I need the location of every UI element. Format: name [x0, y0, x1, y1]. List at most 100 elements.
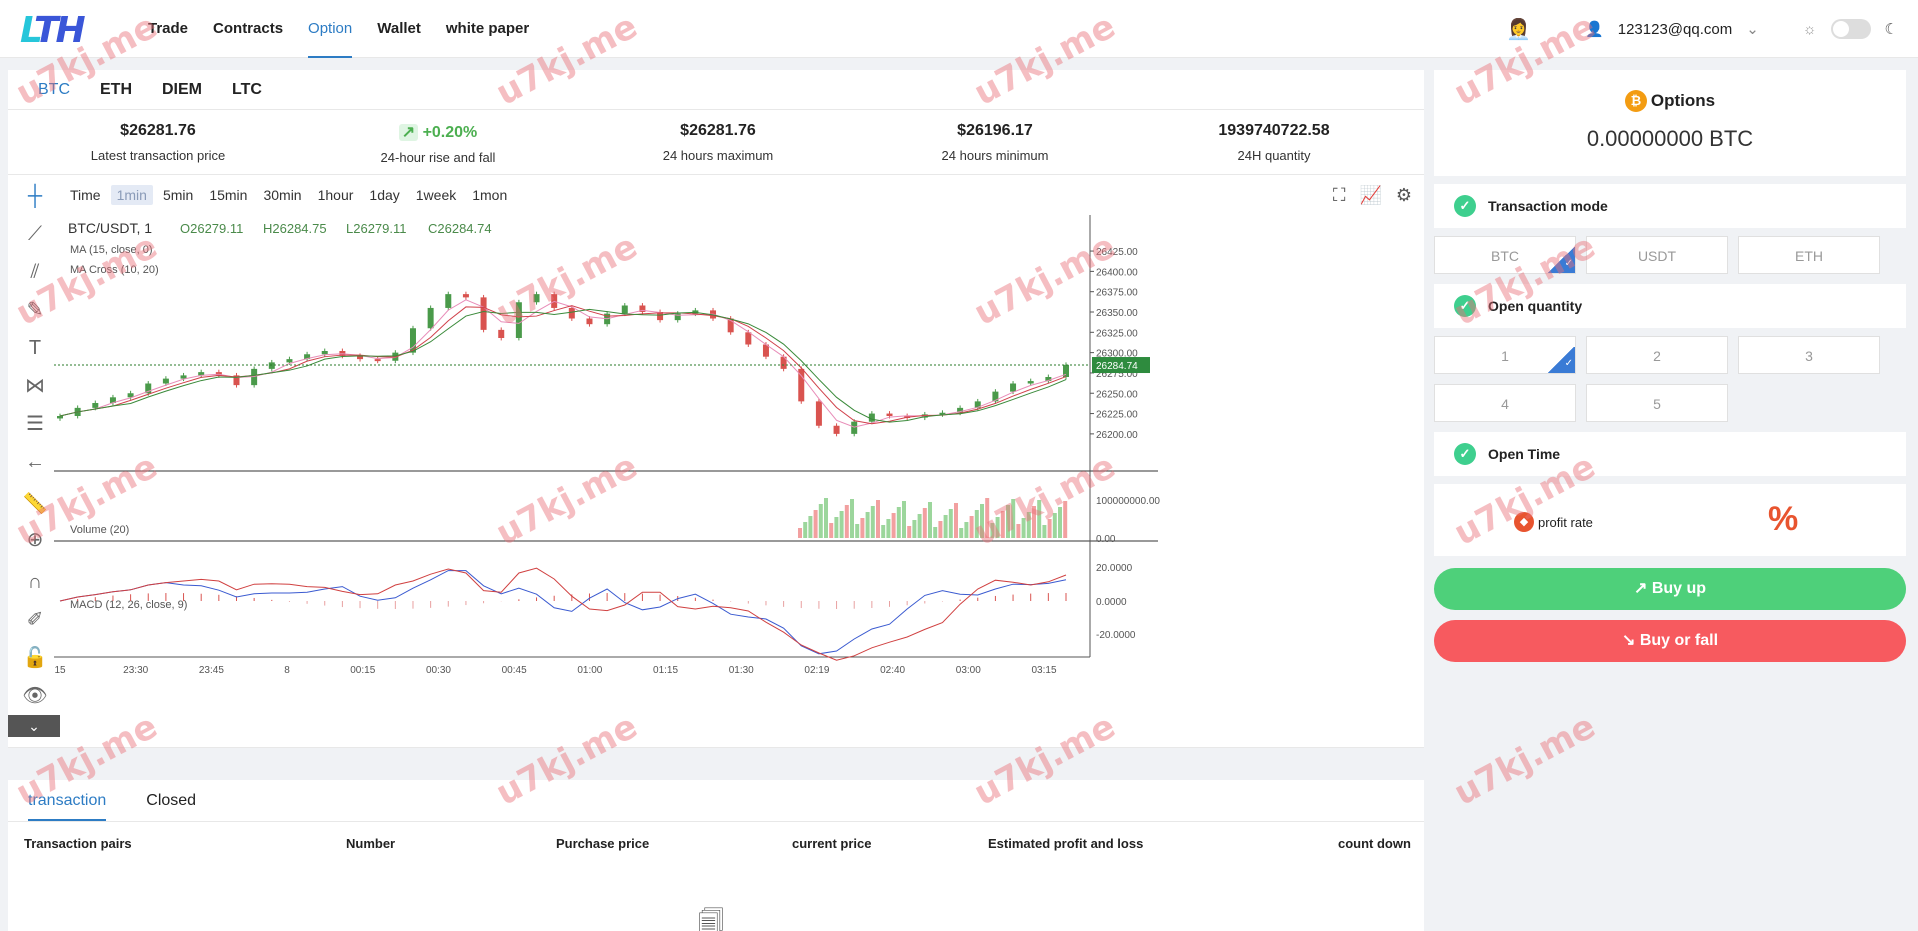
- tf-1week[interactable]: 1week: [415, 187, 457, 203]
- candle: [1045, 377, 1052, 382]
- quantity-2[interactable]: 2: [1586, 336, 1728, 374]
- quantity-5[interactable]: 5: [1586, 384, 1728, 422]
- current-price-label: 26284.74: [1096, 361, 1138, 372]
- quantity-3[interactable]: 3: [1738, 336, 1880, 374]
- nav-white-paper[interactable]: white paper: [445, 20, 530, 37]
- tf-30min[interactable]: 30min: [263, 187, 302, 203]
- gear-icon[interactable]: ⚙: [1395, 185, 1412, 205]
- candle: [727, 318, 734, 333]
- buy-fall-button[interactable]: ↘ Buy or fall: [1434, 620, 1906, 662]
- ruler-icon[interactable]: 📏: [22, 493, 48, 515]
- volume-bar: [969, 516, 974, 538]
- pattern-icon[interactable]: ⋈: [25, 375, 45, 397]
- price-tick-label: 26350.00: [1096, 308, 1138, 319]
- volume-bar: [964, 522, 969, 538]
- buy-up-button[interactable]: ↗ Buy up: [1434, 568, 1906, 610]
- coin-tabs: BTC ETH DIEM LTC: [8, 70, 1424, 110]
- nav-option[interactable]: Option: [308, 0, 353, 58]
- timeframe-bar: Time 1min 5min 15min 30min 1hour 1day 1w…: [64, 175, 513, 215]
- chevron-down-icon[interactable]: ⌄: [1746, 21, 1759, 38]
- quantity-1[interactable]: 1: [1434, 336, 1576, 374]
- time-tick-label: 03:15: [1031, 665, 1056, 676]
- tf-5min[interactable]: 5min: [162, 187, 194, 203]
- collapse-toolbar-icon[interactable]: ⌄: [8, 715, 60, 737]
- bitcoin-icon: ₿: [1624, 90, 1647, 112]
- theme-toggle[interactable]: [1830, 19, 1871, 39]
- brush-icon[interactable]: ✎: [26, 299, 44, 321]
- mode-btc[interactable]: BTC: [1434, 236, 1576, 274]
- eye-icon[interactable]: 👁: [22, 685, 48, 707]
- top-header: LTH Trade Contracts Option Wallet white …: [0, 0, 1918, 58]
- candle: [833, 425, 840, 434]
- col-current-price: current price: [792, 836, 872, 851]
- support-avatar-icon[interactable]: 👩‍💼: [1506, 18, 1532, 41]
- candle: [498, 329, 505, 338]
- logo[interactable]: LTH: [20, 10, 86, 51]
- tf-1min[interactable]: 1min: [110, 185, 153, 205]
- candle: [57, 416, 63, 419]
- volume-bar: [1042, 525, 1047, 538]
- volume-bar: [1032, 506, 1036, 538]
- lock-draw-icon[interactable]: ✐: [26, 609, 44, 631]
- profit-rate-value: %: [1768, 500, 1799, 538]
- magnet-icon[interactable]: ∩: [27, 571, 43, 593]
- buy-up-label: Buy up: [1651, 580, 1707, 597]
- section-label: Open quantity: [1488, 298, 1583, 314]
- coin-tab-eth[interactable]: ETH: [100, 80, 132, 98]
- nav-wallet[interactable]: Wallet: [377, 20, 421, 37]
- moon-icon: ☾: [1884, 21, 1898, 38]
- candle: [180, 375, 187, 379]
- indicators-icon[interactable]: 📈: [1359, 185, 1382, 205]
- open-time-header: ✓ Open Time: [1434, 432, 1906, 476]
- price-chart[interactable]: BTC/USDT, 1 O26279.11 H26284.75 L26279.1…: [8, 215, 1424, 747]
- fib-icon[interactable]: ⫽: [30, 261, 40, 283]
- watermark-text: u7kj.me: [1447, 706, 1602, 814]
- trend-up-icon: ↗: [398, 124, 419, 141]
- text-icon[interactable]: T: [28, 337, 42, 359]
- nav-trade[interactable]: Trade: [148, 20, 189, 37]
- chart-down-icon: ↘: [1621, 632, 1636, 649]
- candle: [268, 362, 275, 369]
- trend-line-icon[interactable]: ⟋: [28, 223, 42, 245]
- volume-bar: [818, 504, 823, 538]
- volume-bar: [1000, 511, 1005, 538]
- profit-rate-card: ◆ profit rate %: [1434, 484, 1906, 556]
- coin-tab-diem[interactable]: DIEM: [162, 80, 202, 98]
- nav-contracts[interactable]: Contracts: [213, 20, 284, 37]
- volume-bar: [990, 523, 995, 538]
- measure-icon[interactable]: ☰: [26, 413, 44, 435]
- tab-closed[interactable]: Closed: [146, 792, 197, 809]
- candle: [162, 378, 169, 384]
- macd-label: MACD (12, 26, close, 9): [70, 599, 187, 611]
- crosshair-icon[interactable]: ┼: [27, 185, 43, 207]
- tf-15min[interactable]: 15min: [209, 187, 248, 203]
- candle: [657, 312, 664, 321]
- mode-eth[interactable]: ETH: [1738, 236, 1880, 274]
- tf-time[interactable]: Time: [70, 187, 101, 203]
- coin-tab-btc[interactable]: BTC: [38, 80, 70, 98]
- fullscreen-icon[interactable]: ⛶: [1332, 185, 1346, 205]
- back-arrow-icon[interactable]: ←: [25, 451, 45, 473]
- volume-bar: [1016, 524, 1021, 538]
- mode-usdt[interactable]: USDT: [1586, 236, 1728, 274]
- lock-icon[interactable]: 🔓: [22, 647, 48, 669]
- candle: [533, 294, 540, 303]
- tab-transaction[interactable]: transaction: [28, 780, 107, 821]
- options-panel: ₿ Options 0.00000000 BTC ✓ Transaction m…: [1434, 70, 1906, 672]
- check-icon: ✓: [1454, 295, 1476, 317]
- time-tick-label: 15: [54, 665, 66, 676]
- tf-1mon[interactable]: 1mon: [472, 187, 508, 203]
- price-tick-label: 26200.00: [1096, 430, 1138, 441]
- coin-tab-ltc[interactable]: LTC: [232, 80, 262, 98]
- zoom-icon[interactable]: ⊕: [26, 529, 44, 551]
- tf-1day[interactable]: 1day: [369, 187, 400, 203]
- orders-table-header: Transaction pairs Number Purchase price …: [8, 822, 1424, 862]
- stat-value: $26281.76: [120, 122, 196, 139]
- quantity-4[interactable]: 4: [1434, 384, 1576, 422]
- stat-label: 24H quantity: [1237, 148, 1311, 163]
- user-email[interactable]: 123123@qq.com: [1617, 20, 1733, 38]
- candle: [409, 328, 416, 353]
- current-price-badge: [1092, 357, 1150, 374]
- tf-1hour[interactable]: 1hour: [317, 187, 354, 203]
- candle: [286, 359, 293, 363]
